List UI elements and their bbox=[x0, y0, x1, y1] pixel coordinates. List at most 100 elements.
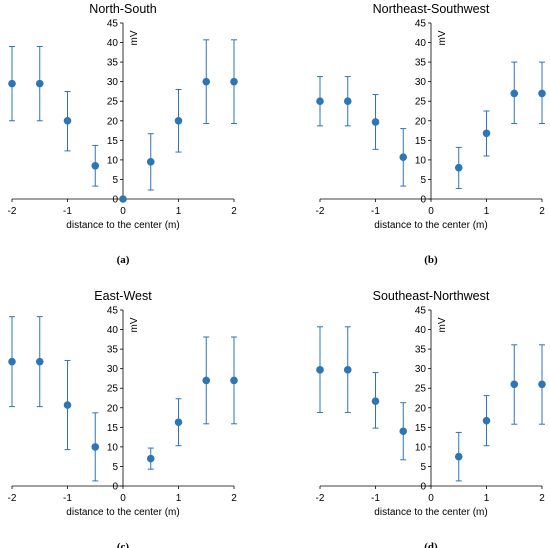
y-tick-label: 0 bbox=[112, 195, 118, 206]
y-tick-label: 15 bbox=[107, 423, 119, 434]
data-point bbox=[316, 97, 324, 106]
data-point bbox=[482, 129, 491, 138]
x-axis-label: distance to the center (m) bbox=[374, 507, 487, 518]
x-axis-label: distance to the center (m) bbox=[66, 220, 179, 231]
x-tick-label: 0 bbox=[428, 493, 434, 504]
y-tick-label: 20 bbox=[415, 116, 427, 127]
y-tick-label: 40 bbox=[107, 325, 119, 336]
x-tick-label: -1 bbox=[371, 206, 380, 217]
y-tick-label: 30 bbox=[415, 364, 427, 375]
x-axis-label: distance to the center (m) bbox=[66, 507, 179, 518]
data-point bbox=[482, 416, 491, 425]
y-tick-label: 25 bbox=[107, 384, 119, 395]
y-axis-label: mV bbox=[437, 30, 448, 45]
x-tick-label: 2 bbox=[231, 206, 237, 217]
y-tick-label: 10 bbox=[107, 442, 119, 453]
data-point bbox=[35, 357, 44, 366]
chart-title: Southeast-Northwest bbox=[373, 289, 490, 303]
x-tick-label: 2 bbox=[231, 493, 237, 504]
data-point bbox=[538, 380, 546, 389]
data-point bbox=[399, 427, 408, 436]
data-point bbox=[91, 161, 100, 170]
x-tick-label: -1 bbox=[63, 206, 72, 217]
y-tick-label: 15 bbox=[107, 136, 119, 147]
y-tick-label: 25 bbox=[415, 384, 427, 395]
data-point bbox=[371, 118, 380, 126]
panel-label: (b) bbox=[424, 254, 438, 266]
x-tick-label: 1 bbox=[176, 493, 182, 504]
y-tick-label: 45 bbox=[415, 19, 427, 30]
y-tick-label: 45 bbox=[107, 306, 119, 317]
data-point bbox=[399, 153, 408, 161]
y-tick-label: 25 bbox=[415, 97, 427, 108]
y-tick-label: 20 bbox=[415, 403, 427, 414]
y-tick-label: 5 bbox=[420, 175, 426, 186]
data-point bbox=[35, 79, 44, 88]
chart-title: North-South bbox=[89, 2, 156, 16]
y-tick-label: 15 bbox=[415, 423, 427, 434]
x-tick-label: -2 bbox=[8, 206, 17, 217]
x-tick-label: 0 bbox=[120, 493, 126, 504]
y-tick-label: 45 bbox=[107, 19, 119, 30]
data-point bbox=[63, 401, 72, 409]
y-axis-label: mV bbox=[437, 317, 448, 332]
x-tick-label: 1 bbox=[484, 493, 490, 504]
panel-label: (a) bbox=[117, 254, 130, 266]
x-tick-label: 1 bbox=[176, 206, 182, 217]
data-point bbox=[202, 376, 211, 385]
data-point bbox=[510, 89, 519, 98]
y-axis-label: mV bbox=[129, 30, 140, 45]
y-tick-label: 10 bbox=[415, 442, 427, 453]
y-tick-label: 40 bbox=[107, 38, 119, 49]
y-tick-label: 0 bbox=[112, 482, 118, 493]
y-tick-label: 0 bbox=[420, 195, 426, 206]
y-tick-label: 5 bbox=[112, 175, 118, 186]
data-point bbox=[371, 397, 380, 405]
data-point bbox=[8, 357, 16, 366]
y-tick-label: 40 bbox=[415, 325, 427, 336]
data-point bbox=[538, 89, 546, 98]
y-tick-label: 45 bbox=[415, 306, 427, 317]
data-point bbox=[230, 77, 238, 86]
chart-panel-1: Northeast-Southwest051015202530354045mV-… bbox=[316, 2, 546, 266]
y-tick-label: 35 bbox=[107, 345, 119, 356]
chart-panel-0: North-South 0 5 10 15 20 25 30 35 40 45 mV -2 -1 0 1 2 di… bbox=[8, 2, 238, 266]
x-tick-label: 1 bbox=[484, 206, 490, 217]
y-tick-label: 35 bbox=[107, 58, 119, 69]
y-tick-label: 0 bbox=[420, 482, 426, 493]
data-point bbox=[316, 366, 324, 374]
data-point bbox=[174, 116, 183, 125]
x-tick-label: -2 bbox=[8, 493, 17, 504]
y-tick-label: 20 bbox=[107, 116, 119, 127]
panel-label: (d) bbox=[424, 541, 438, 548]
x-tick-label: -1 bbox=[63, 493, 72, 504]
data-point bbox=[146, 454, 155, 463]
y-tick-label: 5 bbox=[112, 462, 118, 473]
x-tick-label: 2 bbox=[539, 206, 545, 217]
y-tick-label: 25 bbox=[107, 97, 119, 108]
data-point bbox=[63, 116, 72, 125]
data-point bbox=[454, 452, 463, 461]
y-tick-label: 30 bbox=[415, 77, 427, 88]
y-tick-label: 35 bbox=[415, 58, 427, 69]
y-tick-label: 10 bbox=[107, 155, 119, 166]
y-tick-label: 20 bbox=[107, 403, 119, 414]
y-tick-label: 35 bbox=[415, 345, 427, 356]
data-point bbox=[510, 380, 519, 389]
x-tick-label: 0 bbox=[120, 206, 126, 217]
y-axis-label: mV bbox=[129, 317, 140, 332]
y-tick-label: 30 bbox=[107, 77, 119, 88]
y-tick-label: 15 bbox=[415, 136, 427, 147]
data-point bbox=[119, 195, 127, 203]
y-tick-label: 30 bbox=[107, 364, 119, 375]
x-axis-label: distance to the center (m) bbox=[374, 220, 487, 231]
data-point bbox=[202, 77, 211, 86]
y-tick-label: 5 bbox=[420, 462, 426, 473]
data-point bbox=[343, 366, 352, 374]
chart-title: Northeast-Southwest bbox=[373, 2, 490, 16]
x-tick-label: 2 bbox=[539, 493, 545, 504]
x-tick-label: -2 bbox=[316, 493, 325, 504]
panel-label: (c) bbox=[117, 541, 130, 548]
chart-panel-3: Southeast-Northwest051015202530354045mV-… bbox=[316, 289, 546, 548]
